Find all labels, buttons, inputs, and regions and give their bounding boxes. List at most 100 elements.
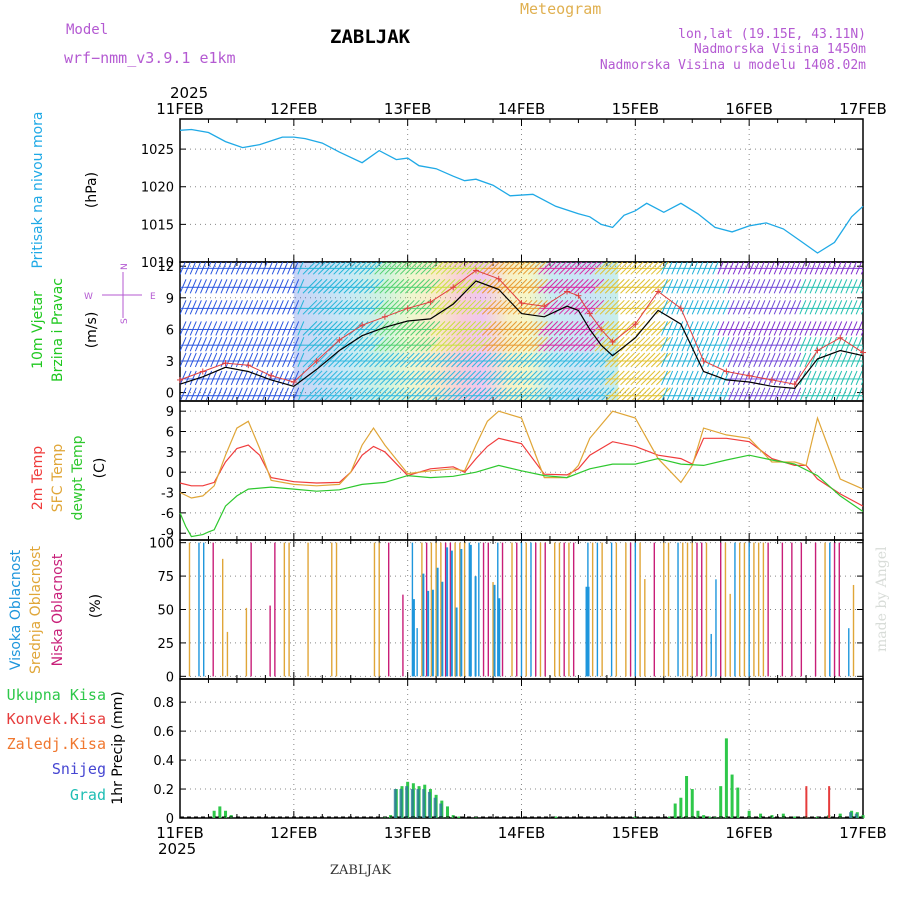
wind-barb xyxy=(497,299,512,315)
wind-barb xyxy=(200,321,207,336)
wind-barb xyxy=(435,336,451,352)
wind-barb xyxy=(686,279,694,294)
wind-barb xyxy=(568,321,584,336)
wind-barb xyxy=(804,336,812,352)
ytick-label: 50 xyxy=(157,604,174,619)
wind-barb xyxy=(302,262,316,275)
wind-barb xyxy=(666,262,673,275)
wind-barb xyxy=(189,279,197,294)
wind-barb xyxy=(737,336,745,352)
wind-barb xyxy=(856,387,863,400)
wind-barb xyxy=(666,279,674,294)
wind-barb xyxy=(215,352,223,368)
wind-barb xyxy=(374,299,390,315)
wind-barb xyxy=(456,370,471,386)
wind-barb xyxy=(256,279,264,294)
wind-barb xyxy=(691,262,699,275)
footer-station: ZABLJAK xyxy=(330,863,391,878)
precip-bar xyxy=(781,813,785,818)
wind-barb xyxy=(671,352,679,368)
wind-barb xyxy=(666,300,674,315)
precip-bar xyxy=(724,738,728,818)
ytick-label: -9 xyxy=(161,527,174,542)
wind-barb xyxy=(804,352,812,368)
ylabel-wind-2: Brzina i Pravac xyxy=(50,278,66,382)
wind-barb xyxy=(517,336,533,352)
wind-barb xyxy=(840,321,848,336)
wind-barb xyxy=(256,300,264,315)
wind-barb xyxy=(471,321,487,336)
wind-barb xyxy=(466,370,482,386)
wind-barb xyxy=(374,370,390,386)
wind-barb xyxy=(200,300,207,315)
wind-barb xyxy=(451,370,466,386)
wind-barb xyxy=(635,262,649,275)
wind-barb xyxy=(384,336,400,352)
wind-barb xyxy=(281,279,289,294)
wind-barb xyxy=(768,336,776,352)
wind-barb xyxy=(604,299,620,315)
wind-barb xyxy=(543,262,557,275)
ylabel-temp-sfc: SFC Temp xyxy=(50,444,66,513)
wind-barb xyxy=(384,262,398,275)
compass-e: E xyxy=(150,292,156,302)
wind-barb xyxy=(630,262,644,275)
wind-barb xyxy=(580,387,594,400)
wind-barb xyxy=(410,321,425,336)
ytick-label: 1020 xyxy=(141,181,174,196)
wind-barb xyxy=(830,352,838,368)
precip-bar-snow xyxy=(433,797,437,818)
station-title: ZABLJAK xyxy=(330,26,411,48)
wind-barb xyxy=(323,336,338,352)
wind-barb xyxy=(406,387,420,400)
wind-barb xyxy=(533,262,547,275)
wind-barb xyxy=(686,321,694,336)
precip-bar xyxy=(446,806,450,818)
wind-barb xyxy=(743,370,750,386)
wind-barb xyxy=(763,300,771,315)
wind-barb xyxy=(615,352,630,368)
wind-barb xyxy=(645,370,661,386)
wind-barb xyxy=(369,278,384,294)
wind-barb xyxy=(840,352,848,368)
wind-barb xyxy=(758,336,766,352)
precip-bar xyxy=(679,797,683,818)
wind-barb xyxy=(681,336,689,352)
wind-barb xyxy=(292,387,300,400)
wind-barb xyxy=(686,262,693,275)
wind-barb xyxy=(215,262,222,275)
wind-barb xyxy=(543,336,559,352)
wind-barb xyxy=(774,387,781,400)
wind-barb xyxy=(317,278,333,294)
wind-barb xyxy=(804,262,811,275)
temp-line-1 xyxy=(179,410,864,499)
xtick-label-top: 15FEB xyxy=(612,100,659,118)
wind-barb xyxy=(430,370,446,386)
wind-barb xyxy=(656,262,670,275)
precip-bar xyxy=(673,803,677,818)
wind-barb xyxy=(558,321,574,336)
wind-barb xyxy=(415,370,430,386)
wind-barb xyxy=(481,299,497,315)
wind-barb xyxy=(329,387,343,400)
wind-barb xyxy=(656,370,671,386)
wind-barb xyxy=(712,387,720,400)
wind-barb xyxy=(281,336,289,352)
wind-barb xyxy=(615,336,630,352)
wind-barb xyxy=(563,352,579,368)
wind-barb xyxy=(656,299,671,315)
wind-barb xyxy=(353,336,369,352)
wind-barb xyxy=(686,352,694,368)
panel-temperature: -9 -6 -3 0 3 6 9 xyxy=(161,400,864,542)
wind-barb xyxy=(502,299,518,315)
wind-barb xyxy=(461,370,477,386)
wind-barb xyxy=(261,336,269,352)
wind-barb xyxy=(696,300,704,315)
wind-barb xyxy=(194,262,202,275)
wind-barb xyxy=(604,321,620,336)
wind-barb xyxy=(194,352,202,368)
wind-barb xyxy=(584,336,600,352)
wind-barb xyxy=(235,370,243,386)
wind-barb xyxy=(794,336,802,352)
wind-barb xyxy=(850,300,858,315)
